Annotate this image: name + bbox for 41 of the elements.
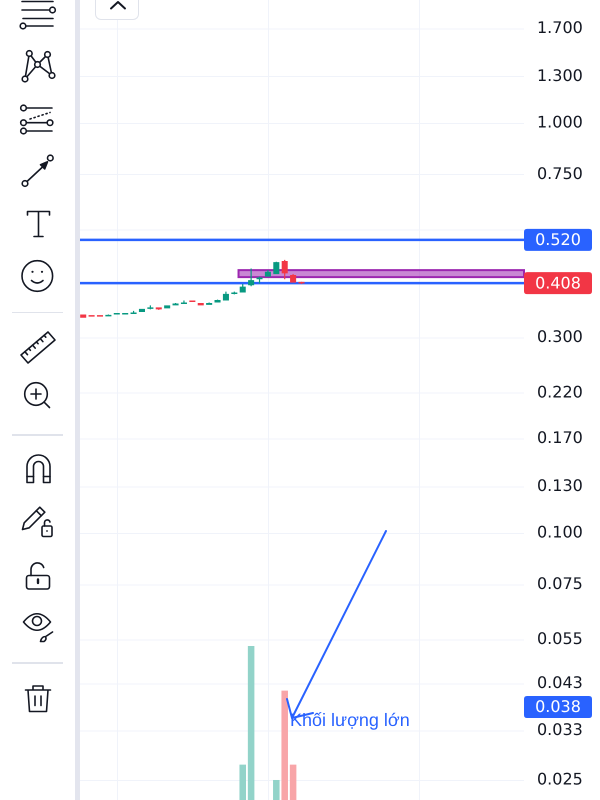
y-tick-label: 0.033	[537, 720, 583, 740]
candlestick	[222, 292, 229, 301]
candlestick	[147, 305, 154, 310]
candlestick	[282, 260, 288, 280]
y-tick-label: 0.170	[537, 428, 583, 448]
y-tick-label: 0.300	[537, 327, 583, 346]
candlestick	[130, 310, 137, 314]
y-tick-label: 0.100	[537, 522, 583, 542]
candlestick	[273, 262, 280, 274]
y-tick-label: 1.300	[537, 66, 583, 85]
candlestick	[248, 268, 254, 286]
candlestick	[206, 302, 212, 305]
candlestick	[164, 305, 170, 308]
y-tick-label: 0.220	[537, 382, 583, 402]
candlestick	[198, 302, 204, 306]
bar	[248, 646, 254, 800]
candlestick	[138, 308, 145, 312]
bar	[273, 780, 280, 800]
y-tick-label: 1.000	[537, 112, 583, 132]
candlestick	[180, 300, 187, 304]
candlestick	[80, 314, 86, 318]
candlestick	[264, 270, 271, 277]
y-tick-label: 1.700	[537, 18, 583, 38]
ref-line-label: 0.520	[535, 230, 581, 250]
text: 0.038	[535, 697, 581, 716]
y-tick-label: 0.025	[537, 770, 583, 789]
bar	[290, 764, 296, 800]
y-tick-label: 0.055	[537, 629, 583, 648]
bar	[239, 764, 246, 800]
y-tick-label: 0.130	[537, 476, 583, 495]
candlestick	[214, 300, 221, 302]
y-tick-label: 0.075	[537, 574, 583, 593]
candlestick	[231, 292, 238, 294]
candlestick	[290, 274, 296, 283]
candlestick	[156, 307, 162, 310]
y-tick-label: 0.043	[537, 673, 583, 692]
candlestick	[172, 302, 179, 306]
candlestick	[240, 284, 246, 293]
ref-line-label: 0.408	[535, 273, 581, 292]
bar	[281, 690, 288, 800]
y-tick-label: 0.750	[537, 164, 583, 183]
